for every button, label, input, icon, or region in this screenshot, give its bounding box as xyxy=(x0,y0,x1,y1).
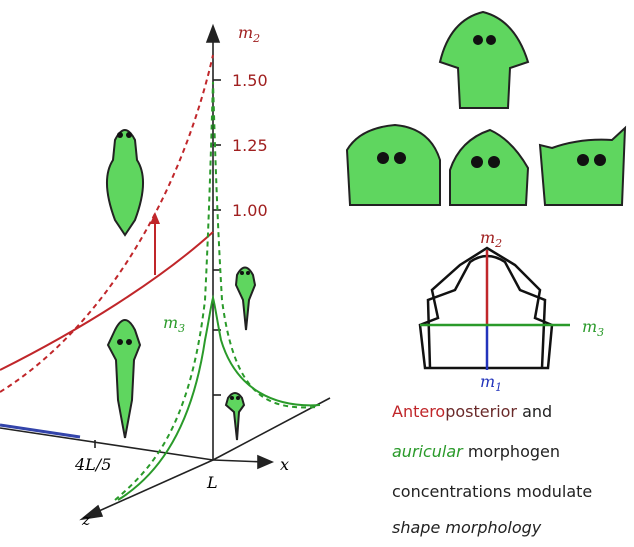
label-m3: m3 xyxy=(163,313,185,335)
axis-x: x xyxy=(280,455,289,474)
symbol: m xyxy=(582,317,597,336)
green-curve xyxy=(118,298,320,500)
tick-label: 1.00 xyxy=(232,201,268,220)
caption-red: Antero xyxy=(392,402,445,421)
caption-rest: morphogen xyxy=(463,442,560,461)
subscript: 2 xyxy=(252,32,260,45)
caption-line: concentrations modulate xyxy=(392,482,592,501)
axis-m2: m2 xyxy=(238,23,260,45)
subscript: 2 xyxy=(494,237,502,250)
caption-rest: and xyxy=(517,402,552,421)
caption-line: Anteroposterior and xyxy=(392,402,552,421)
subscript: 3 xyxy=(178,322,185,335)
symbol: m xyxy=(480,228,495,247)
symbol: m xyxy=(480,372,495,391)
tick-label: 1.50 xyxy=(232,71,268,90)
tick-label: 1.25 xyxy=(232,136,268,155)
red-dashed-curve xyxy=(0,55,213,392)
x-label: 4L/5 xyxy=(74,455,111,474)
planarians xyxy=(107,130,255,440)
diagram-m3: m3 xyxy=(582,317,604,339)
caption-green: auricular xyxy=(392,442,464,461)
caption-line: shape morphology xyxy=(392,518,542,537)
subscript: 3 xyxy=(597,326,604,339)
head-shapes xyxy=(347,12,625,205)
subscript: 1 xyxy=(495,381,502,394)
blue-trace xyxy=(0,425,80,437)
axis-z: z xyxy=(81,510,91,529)
figure: m2 1.50 1.25 1.00 m3 4L/5 L x z m2 m3 m1… xyxy=(0,0,634,547)
caption-dark: posterior xyxy=(445,402,517,421)
diagram-m1: m1 xyxy=(480,372,502,394)
diagram-m2: m2 xyxy=(480,228,502,250)
symbol: m xyxy=(238,23,253,42)
axes xyxy=(0,26,330,519)
symbol: m xyxy=(163,313,178,332)
red-curve xyxy=(0,232,213,370)
red-arrowhead xyxy=(150,212,160,224)
caption-line: auricular morphogen xyxy=(392,442,560,461)
x-label: L xyxy=(206,473,218,492)
